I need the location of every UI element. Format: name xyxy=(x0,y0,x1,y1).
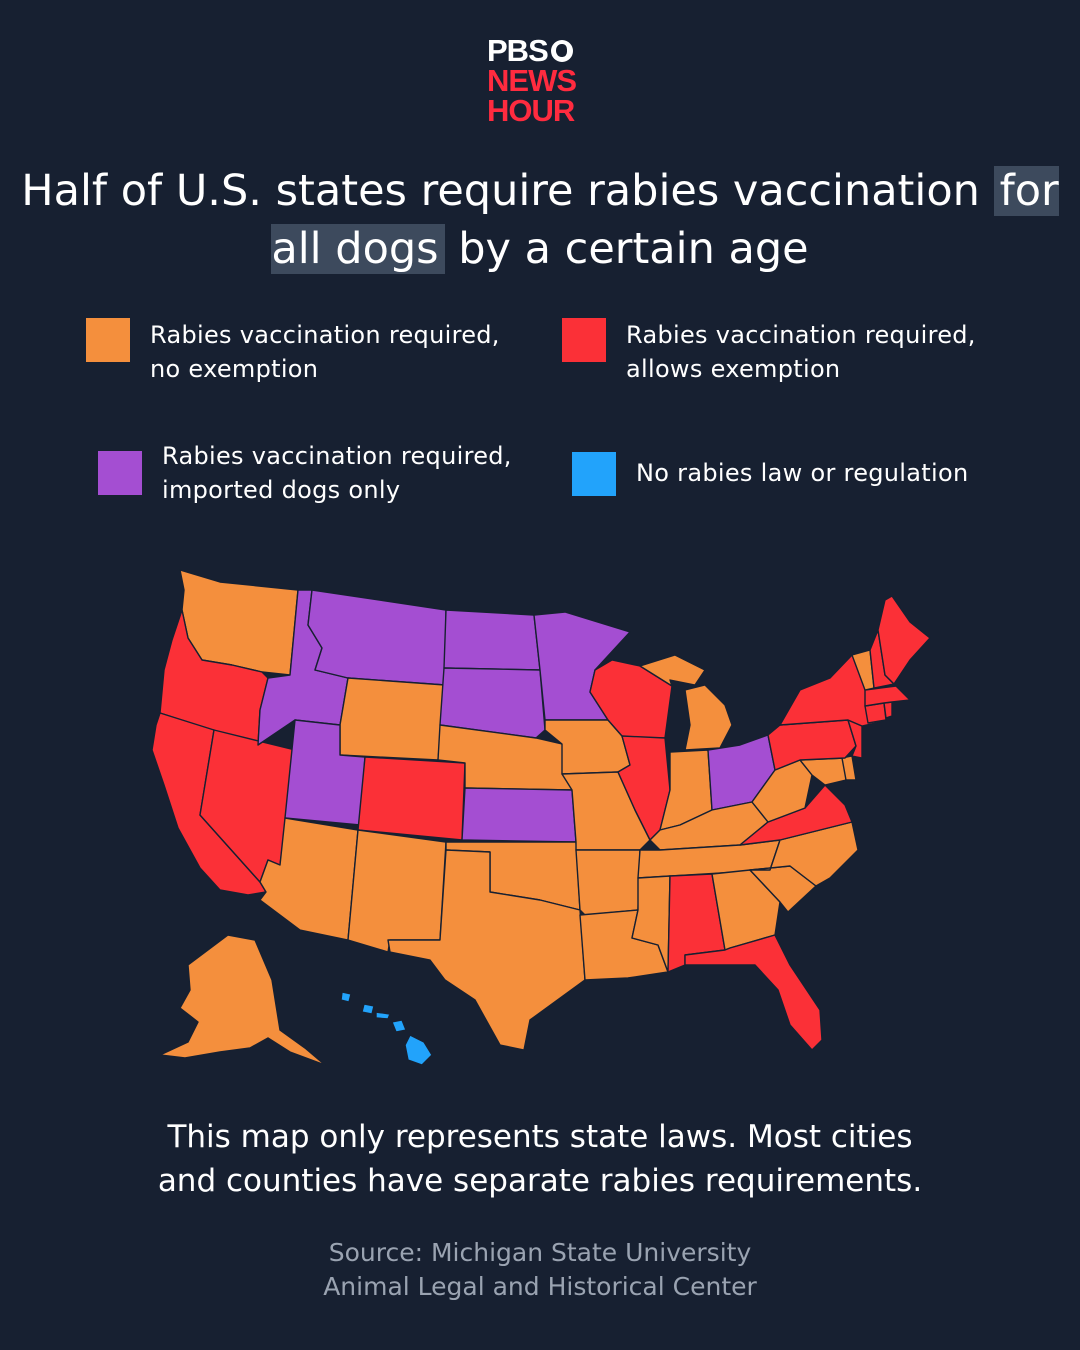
state-hi-molokai xyxy=(375,1011,391,1020)
source-credit: Source: Michigan State University Animal… xyxy=(323,1238,757,1301)
legend-swatch-allows-exemption xyxy=(562,318,606,362)
state-nd xyxy=(443,609,541,671)
state-de xyxy=(841,755,857,781)
state-hi-oahu xyxy=(361,1003,375,1015)
state-hi-big-island xyxy=(404,1034,433,1066)
state-hi-maui xyxy=(391,1019,407,1033)
legend-label-no-exemption: Rabies vaccination required, no exemptio… xyxy=(150,321,500,383)
state-wy xyxy=(339,677,446,761)
legend-item-imported-only: Rabies vaccination required, imported do… xyxy=(98,439,512,507)
pbs-newshour-logo: PBS NEWS HOUR xyxy=(487,33,597,128)
state-ma xyxy=(864,685,911,707)
us-states-map xyxy=(151,569,931,1066)
legend-label-no-law: No rabies law or regulation xyxy=(636,459,969,487)
title-part-2: by a certain age xyxy=(444,224,809,274)
state-co xyxy=(357,756,466,841)
state-ri xyxy=(883,701,893,719)
legend-label-allows-exemption: Rabies vaccination required, allows exem… xyxy=(626,321,976,383)
state-tx xyxy=(387,849,586,1051)
state-ak xyxy=(159,934,326,1066)
state-hi-kauai xyxy=(340,991,352,1003)
legend-swatch-no-exemption xyxy=(86,318,130,362)
state-nm xyxy=(347,829,447,953)
state-ar xyxy=(575,849,641,916)
state-mi-lower xyxy=(684,684,733,751)
title-part-1: Half of U.S. states require rabies vacci… xyxy=(21,166,994,216)
pbs-head-icon xyxy=(550,40,573,62)
state-mi xyxy=(639,654,706,687)
state-me xyxy=(877,595,931,685)
legend-item-no-exemption: Rabies vaccination required, no exemptio… xyxy=(86,318,500,386)
state-ks xyxy=(461,787,577,843)
legend-swatch-imported-only xyxy=(98,451,142,495)
footnote: This map only represents state laws. Mos… xyxy=(157,1119,923,1199)
logo-news-text: NEWS xyxy=(487,63,577,98)
state-fl xyxy=(684,934,823,1051)
legend-item-no-law: No rabies law or regulation xyxy=(572,452,968,496)
legend-swatch-no-law xyxy=(572,452,616,496)
logo-pbs-text: PBS xyxy=(487,33,549,68)
state-mt xyxy=(307,589,447,686)
logo-hour-text: HOUR xyxy=(487,93,575,128)
legend-item-allows-exemption: Rabies vaccination required, allows exem… xyxy=(562,318,976,386)
state-sd xyxy=(439,667,546,739)
page-title: Half of U.S. states require rabies vacci… xyxy=(0,162,1080,278)
legend-label-imported-only: Rabies vaccination required, imported do… xyxy=(162,442,512,504)
